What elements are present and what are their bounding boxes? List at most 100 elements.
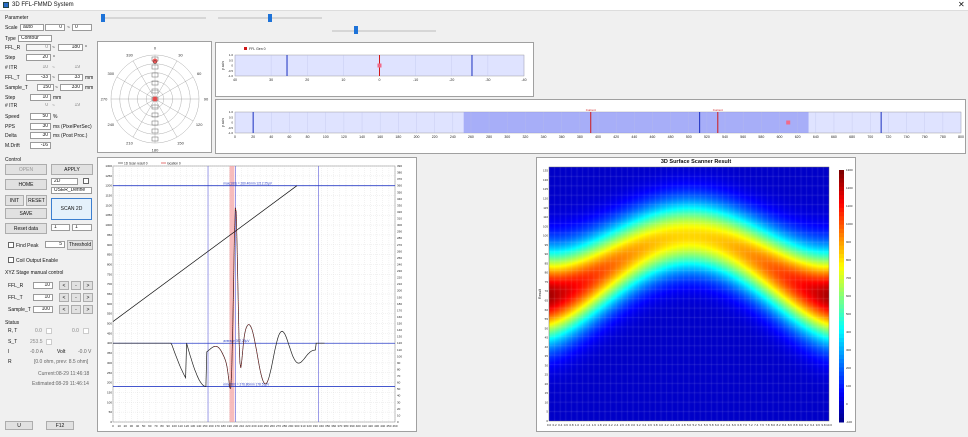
step2-input[interactable]: 10 [30, 94, 51, 101]
reset-data-button[interactable]: Reset data [5, 223, 47, 234]
heatmap-y-tick: 45 [545, 336, 549, 340]
signal-x-tick: 410 [362, 424, 367, 428]
mode-checkbox[interactable] [83, 178, 89, 184]
type-select[interactable]: Contour [18, 35, 52, 42]
signal-y-tick-right: 370 [397, 177, 402, 181]
strip-y-tick: -1.0 [228, 74, 234, 78]
manual-row-input[interactable]: 100 [33, 306, 53, 313]
colorbar-tick: 1200 [846, 186, 853, 190]
signal-x-tick: 40 [136, 424, 140, 428]
slider-2[interactable] [268, 14, 272, 22]
ffl-r-to-input[interactable]: 180 [58, 44, 83, 51]
step-forward-button[interactable]: > [83, 281, 93, 290]
mdrift-input[interactable]: -16 [30, 142, 51, 149]
signal-x-tick: 440 [380, 424, 385, 428]
strip-x-tick: -10 [413, 78, 418, 82]
scale-min-input[interactable]: 0 [45, 24, 65, 31]
manual-row-label: Sample_T [8, 307, 31, 313]
user-define-select[interactable]: USER_Define [51, 187, 92, 194]
sample-t-to-input[interactable]: 330 [60, 84, 83, 91]
strip-current-marker [786, 120, 791, 125]
signal-x-tick: 430 [374, 424, 379, 428]
strip-x-tick: 240 [450, 135, 456, 139]
step1-input[interactable]: 20 [26, 54, 51, 61]
strip-x-tick: 10 [341, 78, 345, 82]
coil-output-checkbox[interactable] [8, 257, 14, 263]
colorbar-segment [839, 346, 844, 352]
colorbar-segment [839, 291, 844, 297]
signal-x-tick: 140 [196, 424, 201, 428]
polar-spoke [154, 98, 178, 138]
home-button[interactable]: HOME [5, 179, 47, 190]
threshold-button[interactable]: Threshold [67, 240, 93, 250]
u-button[interactable]: U [5, 421, 33, 430]
find-peak-checkbox[interactable] [8, 242, 14, 248]
scan-2d-button[interactable]: SCAN 2D [51, 198, 92, 220]
manual-row-input[interactable]: 10 [33, 294, 53, 301]
select-1[interactable]: 1 [51, 224, 70, 231]
scale-select[interactable]: auto [20, 24, 44, 31]
signal-y-tick-right: 200 [397, 289, 402, 293]
polar-angle-label: 270 [101, 97, 108, 102]
colorbar-tick: 500 [846, 312, 851, 316]
volt-value: -0.0 V [78, 349, 92, 355]
select-2[interactable]: 1 [72, 224, 92, 231]
signal-x-tick: 450 [386, 424, 391, 428]
slider-3[interactable] [354, 26, 358, 34]
step-stop-button[interactable]: - [71, 293, 81, 302]
signal-x-tick: 50 [142, 424, 146, 428]
strip-x-tick: 620 [795, 135, 801, 139]
step-back-button[interactable]: < [59, 305, 69, 314]
heatmap-y-tick: 35 [545, 354, 549, 358]
pps-input[interactable]: 30 [30, 123, 51, 130]
heatmap-x-tick: 4.6 [676, 423, 681, 427]
colorbar-tick: 800 [846, 258, 851, 262]
signal-y-tick-right: 0 [397, 420, 399, 424]
save-button[interactable]: SAVE [5, 208, 47, 219]
mode-select[interactable]: 2D [51, 178, 78, 185]
slider-1[interactable] [101, 14, 105, 22]
ffl-t-to-input[interactable]: 33 [58, 74, 83, 81]
colorbar-segment [839, 283, 844, 289]
status-heading: Status [5, 320, 20, 326]
step-stop-button[interactable]: - [71, 281, 81, 290]
colorbar-segment [839, 371, 844, 377]
manual-row-input[interactable]: 10 [33, 282, 53, 289]
colorbar-tick: 100 [846, 384, 851, 388]
polar-sample-marker [151, 80, 159, 86]
open-button[interactable]: OPEN [5, 164, 47, 175]
app-icon [3, 2, 9, 8]
heatmap-x-tick: 1.6 [592, 423, 597, 427]
pps-label: PPS [5, 124, 16, 130]
colorbar-segment [839, 270, 844, 276]
delta-input[interactable]: 30 [30, 132, 51, 139]
find-peak-input[interactable]: 5 [45, 241, 65, 248]
apply-button[interactable]: APPLY [51, 164, 93, 175]
step-back-button[interactable]: < [59, 293, 69, 302]
sample-t-from-input[interactable]: 150 [37, 84, 54, 91]
f12-button[interactable]: F12 [46, 421, 74, 430]
init-button[interactable]: INIT [5, 195, 24, 206]
step-forward-button[interactable]: > [83, 293, 93, 302]
strip-y-tick: 0.5 [229, 115, 234, 119]
scale-max-input[interactable]: 0 [72, 24, 92, 31]
speed-input[interactable]: 50 [30, 113, 51, 120]
heatmap-y-tick: 60 [545, 308, 549, 312]
colorbar-segment [839, 241, 844, 247]
reset-button[interactable]: RESET [26, 195, 47, 206]
close-icon[interactable]: ✕ [958, 0, 965, 9]
ffl-t-from-input[interactable]: -33 [26, 74, 51, 81]
polar-red-marker [152, 58, 158, 64]
ffl-r-from-input[interactable]: 0 [26, 44, 51, 51]
strip-x-tick: 700 [867, 135, 873, 139]
signal-x-tick: 300 [294, 424, 299, 428]
colorbar-segment [839, 342, 844, 347]
signal-peak-band [229, 166, 235, 422]
st-value: 253.5 [30, 339, 43, 345]
heatmap-title: 3D Surface Scanner Result [660, 159, 732, 165]
step-back-button[interactable]: < [59, 281, 69, 290]
colorbar-tick: 0 [846, 402, 848, 406]
colorbar-segment [839, 186, 844, 192]
step-forward-button[interactable]: > [83, 305, 93, 314]
step-stop-button[interactable]: - [71, 305, 81, 314]
